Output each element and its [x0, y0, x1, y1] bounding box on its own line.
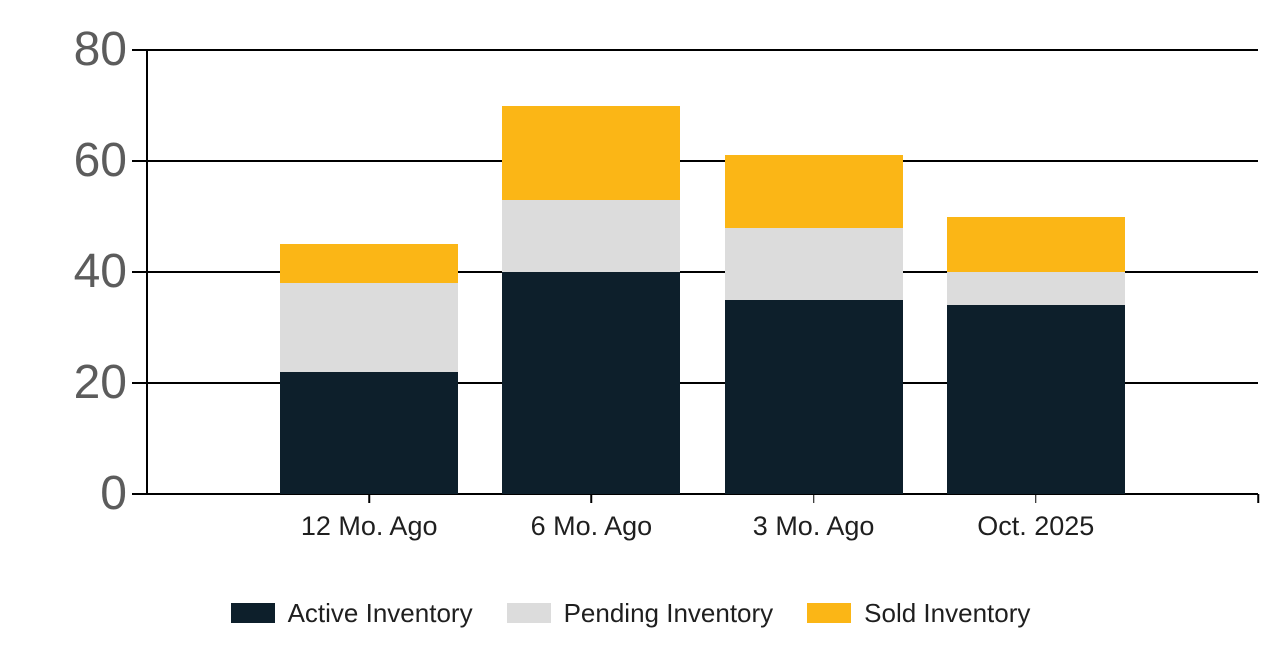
gridline-y-40 — [132, 271, 1258, 273]
bar-segment-active-inventory — [724, 299, 903, 494]
bar-segment-active-inventory — [502, 272, 681, 494]
x-axis-tick — [368, 494, 370, 503]
gridline-y-80 — [132, 49, 1258, 51]
y-axis-tick-label: 20 — [73, 356, 127, 409]
stacked-bar-3-mo-ago — [724, 155, 903, 494]
x-axis-tick — [590, 494, 593, 503]
legend-label: Pending Inventory — [563, 598, 774, 628]
chart-legend: Active Inventory Pending Inventory Sold In… — [0, 598, 1261, 628]
legend-label: Active Inventory — [287, 598, 473, 628]
x-axis-category-label: 12 Mo. Ago — [300, 511, 438, 541]
y-axis-tick-label: 60 — [73, 134, 127, 187]
legend-item-active-inventory: Active Inventory — [230, 598, 473, 628]
bar-segment-active-inventory — [280, 371, 459, 494]
gridline-y-20 — [132, 382, 1258, 384]
x-axis-category-label: 6 Mo. Ago — [530, 511, 653, 541]
bar-segment-sold-inventory — [724, 155, 903, 228]
y-axis-tick-label: 40 — [73, 245, 127, 298]
legend-item-pending-inventory: Pending Inventory — [506, 598, 774, 628]
legend-label: Sold Inventory — [864, 598, 1031, 628]
bar-segment-pending-inventory — [502, 199, 681, 272]
legend-swatch — [230, 603, 275, 623]
y-axis-tick-label: 0 — [100, 467, 127, 520]
stacked-bar-6-mo-ago — [502, 105, 681, 494]
stacked-bar-12-mo-ago — [280, 244, 459, 494]
x-axis-category-label: 3 Mo. Ago — [752, 511, 875, 541]
gridline-y-0 — [132, 493, 1258, 495]
legend-swatch — [506, 603, 551, 623]
x-axis-category-label: Oct. 2025 — [977, 511, 1095, 541]
bar-segment-pending-inventory — [280, 283, 459, 372]
bar-segment-sold-inventory — [946, 216, 1125, 273]
x-axis-tick — [1035, 494, 1037, 503]
bar-segment-sold-inventory — [502, 105, 681, 200]
gridline-y-60 — [132, 160, 1258, 162]
bar-segment-active-inventory — [946, 305, 1125, 494]
bar-segment-pending-inventory — [946, 272, 1125, 306]
legend-item-sold-inventory: Sold Inventory — [807, 598, 1030, 628]
x-axis-tick — [812, 494, 815, 503]
x-axis-end-tick — [1257, 494, 1259, 503]
bar-segment-pending-inventory — [724, 227, 903, 300]
plot-area: 0 20 40 60 80 12 Mo. Ago 6 Mo. Ago 3 Mo. Ago Oc… — [74, 26, 1259, 541]
bar-segment-sold-inventory — [280, 244, 459, 284]
stacked-bar-oct-2025 — [946, 216, 1125, 494]
legend-swatch — [807, 603, 852, 623]
y-axis-tick-label: 80 — [73, 23, 127, 76]
